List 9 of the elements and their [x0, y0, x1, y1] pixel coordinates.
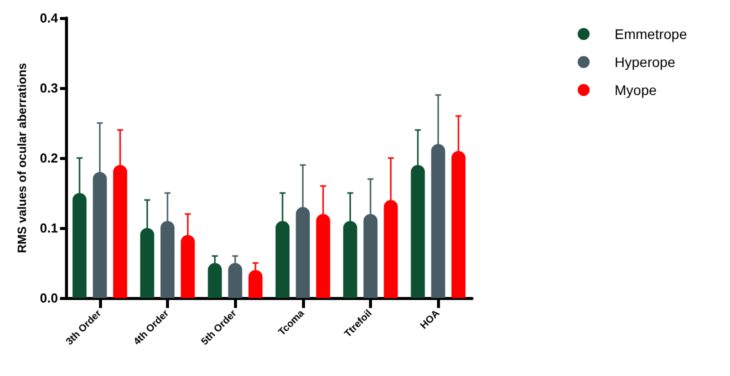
y-tick-label: 0.3 [40, 80, 58, 96]
y-tick-label: 0.0 [40, 290, 58, 306]
legend-label: Hyperope [614, 54, 676, 70]
legend-label: Emmetrope [614, 26, 688, 42]
y-axis-title: RMS values of ocular aberrations [15, 62, 29, 254]
y-tick-label: 0.2 [40, 150, 58, 166]
y-tick-label: 0.4 [40, 10, 59, 26]
y-tick-label: 0.1 [40, 220, 58, 236]
legend-label: Myope [614, 82, 657, 98]
